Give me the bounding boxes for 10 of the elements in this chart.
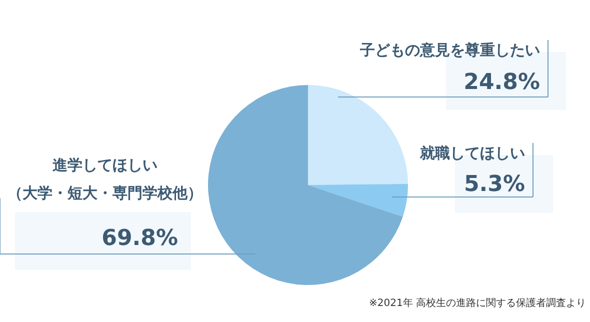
slice-label: 就職してほしい	[419, 144, 525, 162]
text: ※2021年 高校生の進路に関する保護者調査より	[368, 297, 586, 309]
slice-label: 進学してほしい（大学・短大・専門学校他）	[8, 156, 202, 202]
pie-slice	[308, 85, 408, 185]
data-label: 5.3%	[464, 172, 525, 197]
data-label: 69.8%	[102, 226, 178, 251]
pie-slice	[208, 85, 403, 285]
slice-label: 子どもの意見を尊重したい	[359, 41, 540, 59]
data-label: 24.8%	[464, 70, 540, 95]
pie-slice	[308, 184, 408, 217]
